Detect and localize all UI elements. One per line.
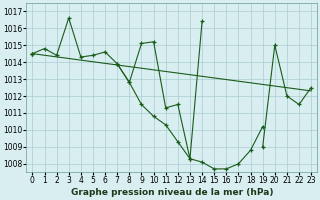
X-axis label: Graphe pression niveau de la mer (hPa): Graphe pression niveau de la mer (hPa) xyxy=(70,188,273,197)
